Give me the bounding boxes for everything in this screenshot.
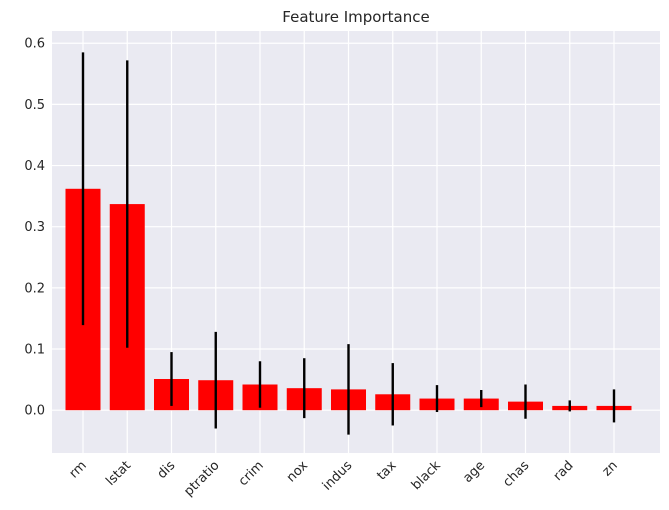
chart-title: Feature Importance [282, 8, 429, 26]
y-tick-label: 0.2 [24, 281, 45, 296]
plot-area [52, 31, 660, 453]
x-tick-label-crim: crim [236, 458, 267, 489]
error-bars [81, 52, 616, 435]
y-axis-ticks: 0.0 0.1 0.2 0.3 0.4 0.5 0.6 [24, 37, 45, 419]
y-tick-label: 0.1 [24, 343, 45, 358]
y-tick-label: 0.6 [24, 37, 45, 52]
x-tick-label-age: age [460, 458, 488, 486]
x-tick-label-zn: zn [600, 458, 621, 479]
x-tick-label-lstat: lstat [103, 458, 134, 489]
x-tick-label-dis: dis [155, 458, 179, 482]
x-tick-label-indus: indus [320, 458, 356, 494]
x-tick-label-black: black [409, 458, 444, 493]
x-tick-label-chas: chas [500, 458, 532, 490]
x-tick-label-ptratio: ptratio [181, 458, 222, 499]
y-tick-label: 0.5 [24, 98, 45, 113]
x-tick-label-tax: tax [374, 458, 400, 484]
y-tick-label: 0.0 [24, 404, 45, 419]
x-tick-label-rad: rad [551, 458, 577, 484]
x-tick-label-rm: rm [67, 458, 90, 481]
x-axis-ticks: rm lstat dis ptratio crim nox indus tax black age… [67, 458, 621, 500]
y-tick-label: 0.4 [24, 159, 45, 174]
y-tick-label: 0.3 [24, 220, 45, 235]
x-tick-label-nox: nox [284, 458, 311, 485]
